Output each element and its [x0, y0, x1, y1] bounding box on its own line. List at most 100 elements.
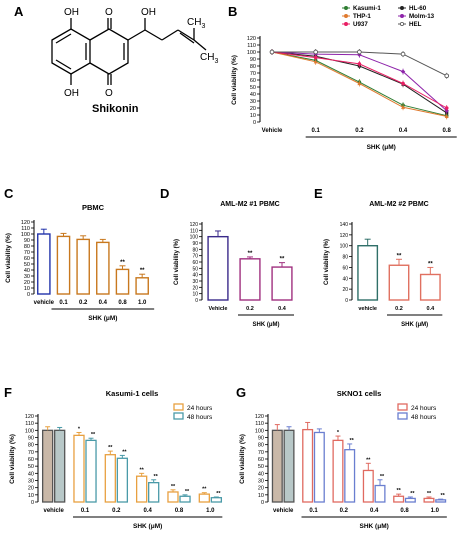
significance-mark: *	[78, 426, 81, 432]
bar-48-hours-0.1	[85, 439, 97, 503]
data-point-THP-1	[401, 105, 406, 109]
y-tick-label: 20	[342, 287, 348, 293]
bar-48-hours-vehicle	[283, 429, 295, 503]
bar-24-hours-1.0	[423, 497, 435, 503]
y-tick-label: 100	[190, 235, 199, 241]
x-tick-label: 0.4	[99, 300, 108, 306]
chart-e-aml2: 0 20 40 60 80 100 120 140 Cell viability (%) AML-…	[324, 201, 443, 328]
x-axis-label: SHK (μM)	[367, 144, 396, 151]
data-point-HEL	[444, 73, 450, 79]
x-tick-label: vehicle	[273, 508, 294, 514]
y-tick-label: 50	[24, 262, 30, 268]
x-tick-label: vehicle	[34, 300, 55, 306]
bar-48-hours-vehicle	[54, 429, 66, 503]
y-axis-label: Cell viability (%)	[5, 233, 12, 283]
legend-swatch	[397, 412, 408, 420]
bar-0.8	[115, 268, 130, 295]
x-tick-label: 0.4	[370, 508, 379, 514]
bar-vehicle	[37, 233, 51, 295]
bar-24-hours-0.8	[393, 495, 405, 503]
y-tick-label: 110	[21, 226, 30, 232]
significance-mark: **	[122, 449, 127, 455]
data-point-U937	[313, 55, 318, 60]
bar-24-hours-0.2	[104, 454, 116, 503]
data-point-HEL	[400, 51, 406, 57]
y-tick-label: 120	[21, 220, 30, 226]
legend-marker	[399, 13, 404, 18]
y-tick-label: 110	[25, 421, 34, 427]
y-tick-label: 60	[250, 78, 256, 84]
significance-mark: **	[397, 253, 402, 259]
y-tick-label: 80	[342, 255, 348, 261]
y-tick-label: 40	[192, 273, 198, 279]
x-tick-label: 0.8	[175, 508, 184, 514]
significance-mark: **	[171, 484, 176, 490]
y-tick-label: 110	[190, 228, 198, 234]
bar-1.0	[135, 277, 149, 295]
legend-swatch	[397, 403, 408, 411]
bar-24-hours-vehicle	[271, 429, 283, 503]
x-tick-label: 0.2	[355, 128, 364, 134]
significance-mark: **	[410, 491, 415, 497]
x-tick-label: vehicle	[43, 508, 64, 514]
legend-marker	[344, 21, 349, 26]
legend-swatch	[173, 412, 184, 420]
legend-marker	[399, 21, 404, 26]
significance-mark: **	[428, 261, 433, 267]
bar-48-hours-0.8	[179, 495, 191, 503]
significance-mark: **	[366, 457, 371, 463]
bar-24-hours-0.2	[332, 439, 344, 503]
legend-marker	[344, 13, 349, 18]
y-tick-label: 10	[258, 493, 264, 499]
x-tick-label: 0.4	[278, 306, 287, 312]
ch3-label-top: CH3	[187, 17, 205, 30]
y-tick-label: 120	[255, 414, 264, 420]
y-tick-label: 70	[24, 250, 30, 256]
significance-mark: **	[140, 268, 145, 274]
panel-letter-f: F	[4, 385, 12, 400]
bar-0.4	[96, 241, 110, 295]
y-tick-label: 10	[24, 286, 30, 292]
y-axis-label: Cell viability (%)	[9, 434, 16, 484]
x-tick-label: 1.0	[206, 508, 215, 514]
oh-label-side: OH	[141, 7, 156, 18]
o-label-top: O	[105, 7, 113, 18]
y-tick-label: 90	[28, 436, 34, 442]
y-tick-label: 40	[24, 268, 30, 274]
y-tick-label: 60	[28, 457, 34, 463]
x-tick-label: 0.1	[312, 128, 321, 134]
y-tick-label: 0	[27, 292, 30, 298]
bar-24-hours-0.1	[302, 428, 314, 503]
y-tick-label: 0	[261, 500, 264, 506]
y-tick-label: 40	[28, 471, 34, 477]
significance-mark: **	[216, 491, 221, 497]
chart-title: AML-M2 #2 PBMC	[369, 201, 429, 208]
y-tick-label: 10	[250, 113, 256, 119]
x-tick-label: 0.2	[112, 508, 121, 514]
significance-mark: **	[441, 493, 446, 499]
significance-mark: **	[108, 445, 113, 451]
data-point-Molm-13	[400, 69, 406, 74]
y-tick-label: 20	[258, 486, 264, 492]
x-axis-label: SHK (μM)	[401, 322, 428, 328]
bar-24-hours-vehicle	[41, 429, 54, 503]
data-point-U937	[401, 81, 405, 86]
y-tick-label: 90	[192, 241, 198, 247]
y-tick-label: 90	[258, 436, 264, 442]
legend-label: Kasumi-1	[353, 5, 381, 12]
panel-letter-c: C	[4, 186, 14, 201]
y-tick-label: 60	[342, 265, 348, 271]
y-tick-label: 0	[31, 500, 34, 506]
bar-0.2	[388, 264, 410, 301]
x-axis-label: SHK (μM)	[253, 322, 280, 328]
legend-swatch	[173, 403, 184, 411]
bar-48-hours-1.0	[210, 497, 223, 503]
x-tick-label: 0.2	[340, 508, 349, 514]
y-tick-label: 50	[28, 464, 34, 470]
y-tick-label: 80	[24, 244, 30, 250]
y-tick-label: 70	[28, 450, 34, 456]
significance-mark: **	[427, 491, 432, 497]
y-tick-label: 90	[250, 57, 256, 63]
y-axis-label: Cell viability (%)	[231, 55, 238, 105]
bar-48-hours-1.0	[435, 499, 447, 503]
